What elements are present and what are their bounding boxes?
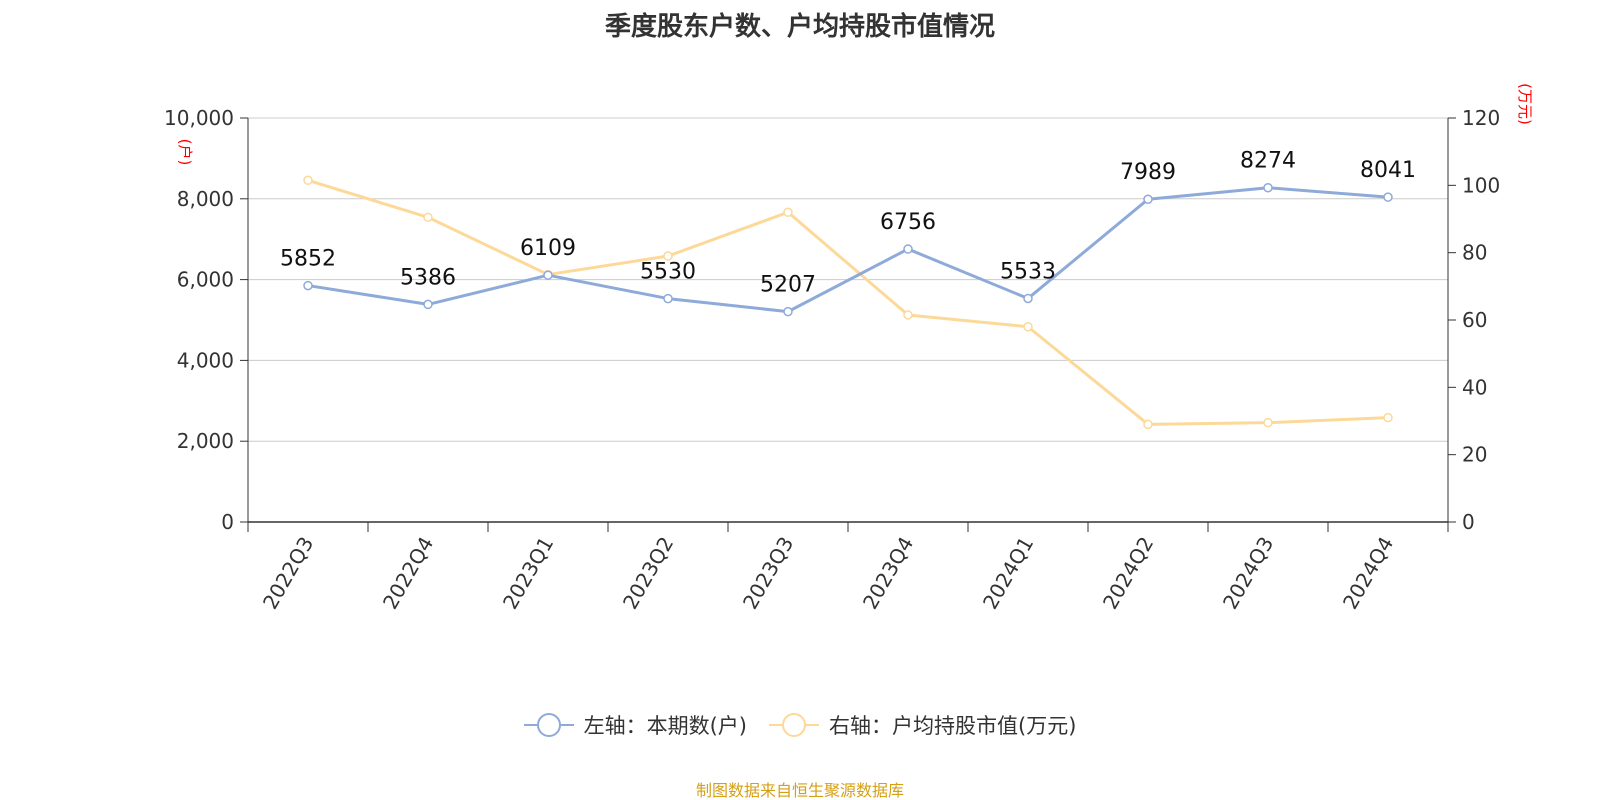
data-point-right <box>423 212 433 223</box>
chart-title: 季度股东户数、户均持股市值情况 <box>604 12 995 42</box>
data-label: 8274 <box>1240 149 1296 174</box>
series-line-left <box>307 186 1389 314</box>
data-point-left <box>1383 192 1393 202</box>
y-left-tick-label: 8,000 <box>177 187 234 211</box>
y-left-tick-label: 2,000 <box>177 429 234 453</box>
data-point-right <box>903 310 913 320</box>
data-label: 5852 <box>280 247 336 272</box>
data-label: 7989 <box>1120 160 1176 185</box>
series-line-right <box>307 178 1389 426</box>
legend-label-left: 左轴：本期数(户) <box>583 714 747 738</box>
data-label: 5207 <box>760 273 816 298</box>
legend-item-left-series[interactable]: 左轴：本期数(户) <box>523 710 747 740</box>
data-label: 6756 <box>880 210 936 235</box>
y-right-tick-label: 80 <box>1462 241 1487 265</box>
y-left-axis-label: (户) <box>176 139 194 166</box>
data-point-left <box>423 299 433 310</box>
x-tick-label: 2022Q4 <box>378 533 438 614</box>
y-right-tick-label: 0 <box>1462 510 1475 534</box>
x-tick-label: 2024Q2 <box>1098 533 1158 614</box>
data-label: 5533 <box>1000 259 1056 284</box>
data-point-left <box>1023 293 1033 304</box>
y-left-tick-label: 10,000 <box>164 106 234 130</box>
data-point-left <box>543 270 553 280</box>
legend-swatch-left <box>523 713 574 737</box>
data-point-left <box>303 280 313 291</box>
legend-item-right-series[interactable]: 右轴：户均持股市值(万元) <box>769 710 1076 740</box>
y-right-tick-label: 120 <box>1462 106 1500 130</box>
data-point-right <box>1023 321 1033 332</box>
data-point-right <box>1263 417 1273 428</box>
data-point-left <box>1263 182 1273 193</box>
data-label: 5386 <box>400 265 456 290</box>
data-label: 5530 <box>640 260 696 285</box>
x-tick-label: 2024Q4 <box>1338 533 1398 614</box>
x-tick-label: 2024Q3 <box>1218 533 1278 614</box>
line-chart: 0 2,000 4,000 6,000 8,000 10,000 0 20 40 60 80 100 1… <box>164 83 1534 614</box>
x-tick-label: 2023Q1 <box>498 533 558 614</box>
data-point-left <box>783 306 793 317</box>
y-left-tick-label: 0 <box>221 510 234 534</box>
x-tick-label: 2022Q3 <box>258 533 318 614</box>
data-point-right <box>663 251 673 261</box>
data-point-right <box>1143 419 1153 430</box>
chart-legend: 左轴：本期数(户) 右轴：户均持股市值(万元) <box>0 710 1600 740</box>
x-tick-label: 2023Q4 <box>858 533 918 614</box>
data-point-right <box>783 207 793 218</box>
y-right-tick-label: 100 <box>1462 173 1500 197</box>
x-tick-label: 2024Q1 <box>978 533 1038 614</box>
y-right-tick-label: 20 <box>1462 443 1487 467</box>
data-label: 8041 <box>1360 158 1416 183</box>
data-source-note: 制图数据来自恒生聚源数据库 <box>695 781 904 800</box>
data-point-left <box>663 293 673 304</box>
y-left-tick-label: 4,000 <box>177 348 234 372</box>
data-point-left <box>903 244 913 254</box>
legend-label-right: 右轴：户均持股市值(万元) <box>829 714 1077 738</box>
y-right-tick-label: 60 <box>1462 308 1487 332</box>
x-tick-label: 2023Q2 <box>618 533 678 614</box>
y-left-tick-label: 6,000 <box>177 268 234 292</box>
y-right-axis-label: (万元) <box>1516 83 1534 125</box>
legend-swatch-right <box>769 713 819 737</box>
data-label: 6109 <box>520 236 576 261</box>
y-right-tick-label: 40 <box>1462 375 1487 399</box>
x-tick-label: 2023Q3 <box>738 533 798 614</box>
data-point-right <box>303 175 313 186</box>
data-point-right <box>1383 412 1393 423</box>
data-point-left <box>1143 194 1153 204</box>
